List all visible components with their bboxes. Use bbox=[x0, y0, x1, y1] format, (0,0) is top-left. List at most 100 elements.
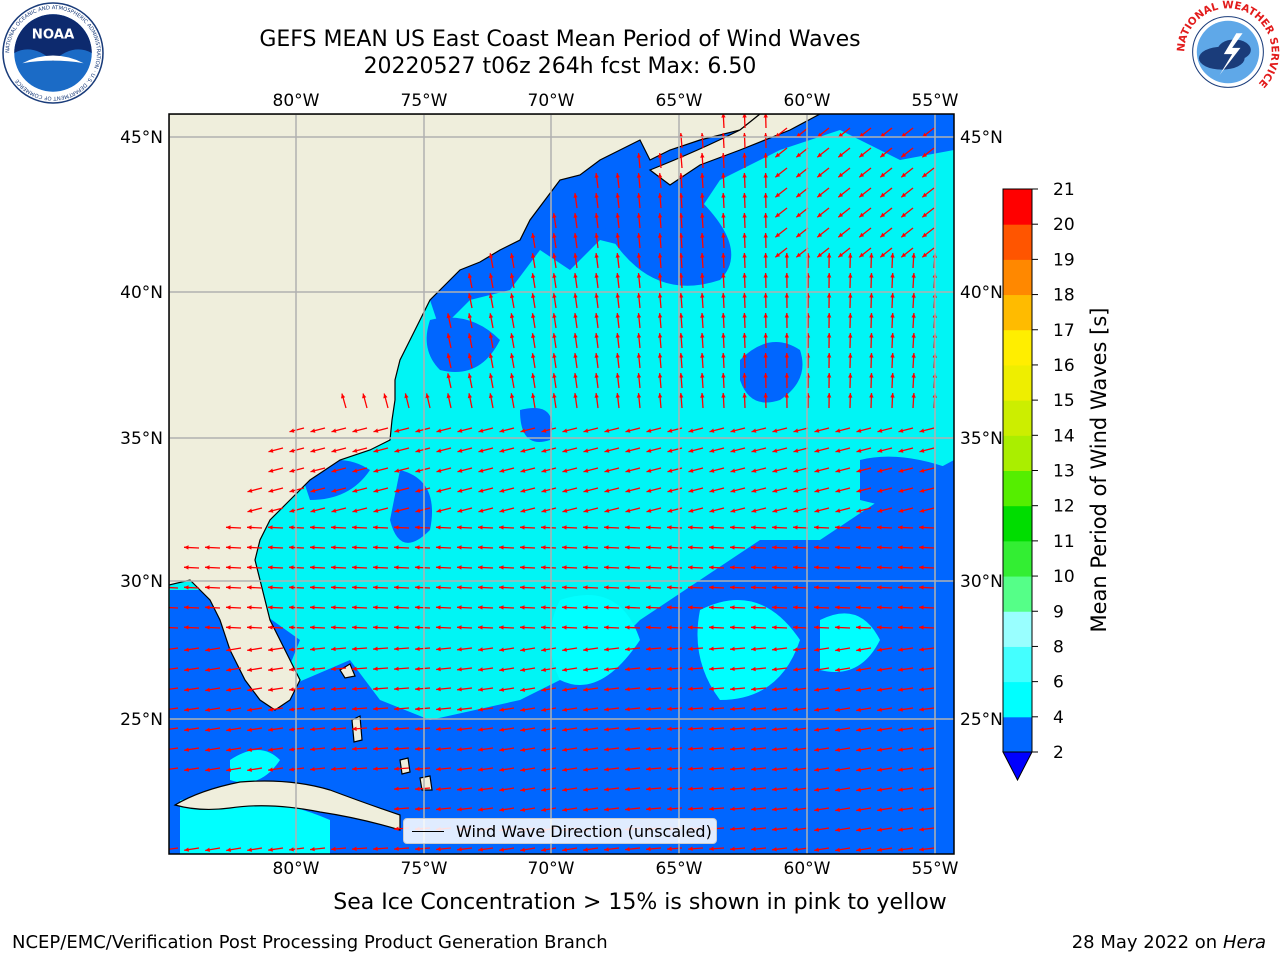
wind-wave-arrowhead bbox=[688, 766, 693, 771]
wind-wave-arrowhead bbox=[394, 806, 399, 811]
wind-wave-arrowhead bbox=[646, 468, 652, 473]
wind-wave-arrowhead bbox=[898, 667, 903, 672]
wind-wave-arrowhead bbox=[793, 448, 799, 453]
wind-wave-arrowhead bbox=[583, 667, 588, 672]
wind-wave-arrowhead bbox=[510, 253, 515, 259]
wind-wave-arrowhead bbox=[667, 448, 673, 453]
wind-wave-arrowhead bbox=[615, 393, 620, 398]
colorbar-tick-label: 13 bbox=[1053, 462, 1075, 482]
colorbar-swatch bbox=[1003, 646, 1032, 683]
wind-wave-arrowhead bbox=[373, 625, 378, 630]
wind-wave-arrowhead bbox=[510, 313, 515, 319]
wind-wave-arrowhead bbox=[499, 727, 504, 732]
wind-wave-arrowhead bbox=[352, 508, 358, 513]
wind-wave-arrowhead bbox=[772, 687, 777, 692]
wind-wave-arrowhead bbox=[856, 647, 861, 652]
wind-wave-arrowhead bbox=[457, 807, 462, 812]
wind-wave-arrowhead bbox=[436, 786, 441, 792]
wind-wave-arrowhead bbox=[436, 706, 441, 712]
wind-wave-arrowhead bbox=[531, 253, 536, 258]
wind-wave-arrowhead bbox=[667, 846, 672, 851]
wind-wave-arrowhead bbox=[226, 667, 231, 672]
wind-wave-arrowhead bbox=[721, 313, 726, 318]
wind-wave-arrowhead bbox=[709, 468, 715, 473]
wind-wave-arrowhead bbox=[636, 313, 642, 318]
colorbar-tick-label: 9 bbox=[1053, 602, 1064, 622]
wind-wave-arrowhead bbox=[415, 468, 421, 473]
wind-wave-arrowhead bbox=[446, 373, 451, 379]
wind-wave-arrowhead bbox=[751, 585, 756, 590]
wind-wave-arrowhead bbox=[742, 373, 747, 378]
wind-wave-arrowhead bbox=[394, 826, 399, 831]
wind-wave-arrowhead bbox=[901, 132, 907, 138]
wind-wave-arrowhead bbox=[679, 173, 684, 178]
wind-wave-arrowhead bbox=[205, 687, 210, 692]
wind-wave-arrowhead bbox=[226, 647, 231, 652]
wind-wave-arrowhead bbox=[541, 847, 546, 852]
wind-wave-arrowhead bbox=[826, 373, 832, 378]
wind-wave-arrowhead bbox=[226, 687, 231, 692]
wind-wave-arrowhead bbox=[730, 625, 735, 630]
colorbar-tick-label: 17 bbox=[1053, 321, 1075, 341]
wind-wave-arrowhead bbox=[688, 646, 693, 651]
wind-wave-arrowhead bbox=[520, 787, 525, 792]
wind-wave-arrowhead bbox=[541, 565, 546, 570]
wind-wave-arrowhead bbox=[562, 508, 568, 513]
wind-wave-arrowhead bbox=[436, 746, 441, 752]
wind-wave-arrowhead bbox=[488, 353, 494, 359]
wind-wave-arrowhead bbox=[436, 846, 441, 852]
wind-wave-arrowhead bbox=[721, 333, 726, 338]
wind-wave-arrowhead bbox=[772, 585, 777, 590]
wind-wave-arrowhead bbox=[531, 373, 536, 378]
wind-wave-arrowhead bbox=[436, 666, 441, 672]
wind-wave-arrowhead bbox=[835, 488, 841, 493]
wind-wave-arrowhead bbox=[615, 253, 620, 258]
wind-wave-arrowhead bbox=[499, 647, 504, 652]
wind-wave-arrowhead bbox=[667, 786, 672, 791]
wind-wave-arrowhead bbox=[898, 605, 903, 610]
wind-wave-arrowhead bbox=[625, 525, 630, 530]
wind-wave-arrowhead bbox=[163, 767, 168, 771]
wind-wave-arrowhead bbox=[583, 647, 588, 652]
wind-wave-arrowhead bbox=[679, 293, 684, 298]
wind-wave-arrowhead bbox=[510, 273, 515, 279]
wind-wave-arrowhead bbox=[394, 846, 399, 851]
wind-wave-arrowhead bbox=[742, 193, 747, 198]
wind-wave-arrowhead bbox=[289, 625, 294, 630]
wind-wave-arrowhead bbox=[499, 807, 504, 812]
wind-wave-arrowhead bbox=[352, 726, 357, 731]
wind-wave-arrowhead bbox=[721, 153, 726, 158]
wind-wave-arrowhead bbox=[583, 605, 588, 610]
colorbar-tick-label: 10 bbox=[1053, 567, 1075, 587]
wind-wave-arrowhead bbox=[898, 707, 903, 712]
wind-wave-arrowhead bbox=[436, 766, 441, 772]
wind-wave-arrowhead bbox=[331, 706, 336, 712]
wind-wave-arrowhead bbox=[625, 807, 630, 812]
wind-wave-arrowhead bbox=[247, 488, 253, 493]
wind-wave-arrowhead bbox=[520, 525, 525, 530]
wind-wave-arrowhead bbox=[604, 508, 610, 513]
wind-wave-arrowhead bbox=[625, 448, 631, 453]
lon-label: 60°W bbox=[784, 91, 831, 111]
wind-wave-arrowhead bbox=[700, 253, 705, 258]
wind-wave-arrowhead bbox=[859, 252, 865, 258]
wind-wave-arrowhead bbox=[594, 273, 599, 278]
wind-wave-arrowhead bbox=[667, 706, 672, 711]
wind-wave-arrowhead bbox=[436, 488, 442, 493]
wind-wave-arrowhead bbox=[615, 313, 620, 318]
wind-wave-arrowhead bbox=[310, 687, 315, 692]
wind-wave-arrowhead bbox=[869, 373, 874, 378]
wind-wave-arrowhead bbox=[751, 605, 756, 610]
wind-wave-arrowhead bbox=[709, 585, 714, 590]
wind-wave-arrowhead bbox=[310, 747, 315, 752]
wind-wave-arrowhead bbox=[784, 393, 789, 398]
wind-wave-arrowhead bbox=[919, 647, 924, 652]
wind-wave-arrowhead bbox=[730, 605, 735, 610]
lat-label: 25°N bbox=[960, 710, 1003, 730]
wind-wave-arrowhead bbox=[859, 192, 865, 198]
wind-wave-arrowhead bbox=[646, 605, 651, 610]
wind-wave-arrowhead bbox=[499, 687, 504, 692]
wind-wave-arrowhead bbox=[205, 605, 210, 610]
wind-wave-arrowhead bbox=[877, 847, 882, 852]
wind-wave-arrowhead bbox=[751, 545, 756, 550]
